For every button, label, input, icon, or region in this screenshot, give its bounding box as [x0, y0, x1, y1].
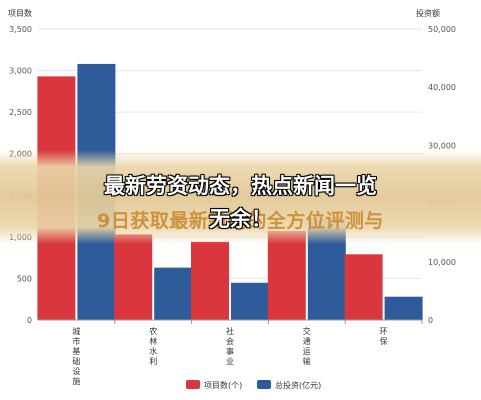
headline-banner — [0, 150, 481, 244]
left-tick-label: 500 — [17, 274, 32, 283]
category-label: 农林水利 — [149, 326, 157, 366]
axes — [38, 319, 423, 324]
bar-project-count-2 — [191, 241, 229, 320]
left-tick-label: 3,000 — [9, 67, 32, 76]
bar-project-count-4 — [344, 254, 383, 320]
left-axis-title: 项目数 — [8, 8, 32, 18]
right-tick-label: 50,000 — [428, 25, 456, 34]
left-tick-label: 0 — [27, 316, 32, 325]
legend-label: 总投资(亿元) — [275, 380, 321, 390]
legend-swatch — [186, 380, 200, 389]
category-label: 城市基础设施 — [72, 327, 80, 386]
headline-line-1: 最新劳资动态，热点新闻一览 — [104, 174, 377, 198]
category-label: 社会事业 — [226, 326, 234, 366]
right-tick-label: 0 — [428, 316, 433, 325]
category-label: 交通运输 — [303, 326, 311, 366]
legend-label: 项目数(个) — [204, 380, 242, 390]
legend-swatch — [257, 380, 271, 389]
bar-investment-2 — [231, 282, 269, 320]
left-tick-label: 3,500 — [9, 25, 32, 34]
bar-project-count-3 — [267, 231, 306, 320]
category-labels: 城市基础设施 农林水利 社会事业 交通运输 环保 — [72, 326, 387, 386]
left-tick-label: 2,500 — [9, 108, 32, 117]
bar-investment-1 — [154, 267, 193, 320]
right-tick-label: 10,000 — [428, 258, 456, 267]
bar-project-count-1 — [114, 234, 153, 320]
background-headline: 9日获取最新新闻的全方位评测与 — [97, 210, 384, 232]
right-axis-title: 投资额 — [416, 8, 440, 18]
right-tick-label: 40,000 — [428, 83, 456, 92]
category-label: 环保 — [380, 327, 388, 346]
right-tick-label: 30,000 — [428, 141, 456, 150]
bar-investment-4 — [384, 296, 423, 320]
headline-line-2: 无余！ — [209, 207, 272, 231]
legend: 项目数(个) 总投资(亿元) — [186, 380, 321, 390]
